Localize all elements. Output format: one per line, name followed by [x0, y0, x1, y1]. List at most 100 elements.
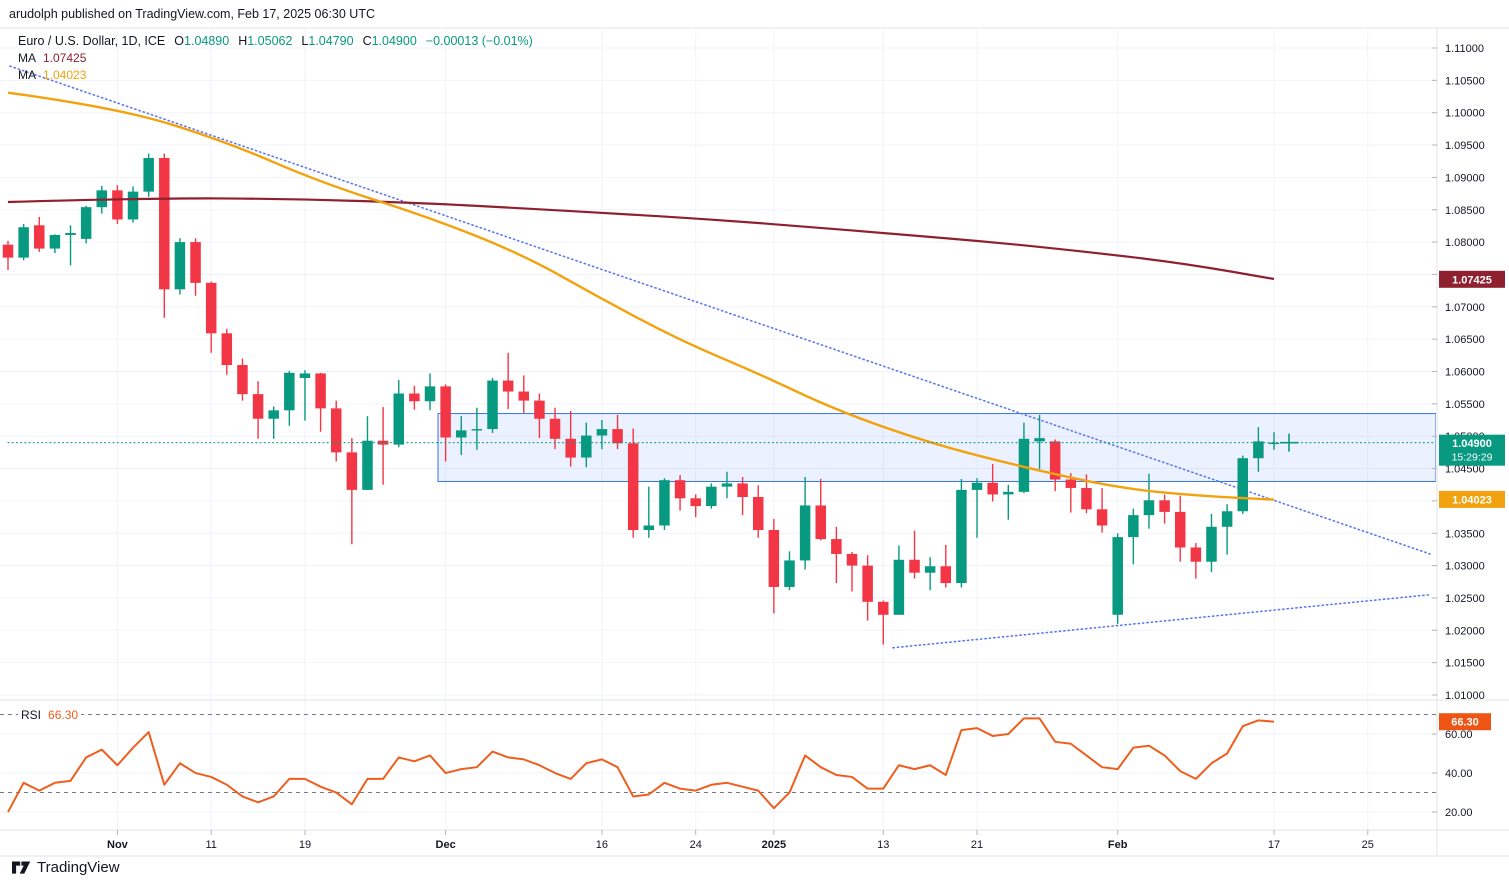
- candle[interactable]: [924, 557, 936, 591]
- candle[interactable]: [1190, 542, 1202, 579]
- candle[interactable]: [34, 216, 45, 252]
- candle[interactable]: [1206, 513, 1217, 573]
- candle[interactable]: [1174, 495, 1186, 562]
- candle[interactable]: [362, 416, 373, 490]
- candle[interactable]: [174, 238, 186, 295]
- candle[interactable]: [909, 530, 920, 579]
- candle[interactable]: [971, 478, 983, 538]
- candle[interactable]: [1159, 494, 1170, 524]
- candle[interactable]: [315, 372, 326, 432]
- candle[interactable]: [612, 414, 623, 450]
- candle[interactable]: [831, 526, 842, 584]
- candle[interactable]: [674, 475, 686, 511]
- candle[interactable]: [143, 153, 154, 197]
- candle[interactable]: [487, 377, 498, 433]
- candle[interactable]: [80, 205, 92, 244]
- candle[interactable]: [393, 379, 404, 448]
- candle[interactable]: [1003, 484, 1014, 520]
- candle[interactable]: [49, 234, 61, 254]
- main-pane[interactable]: [2, 65, 1436, 649]
- candle[interactable]: [721, 471, 733, 499]
- price-axis[interactable]: 1.11000 1.10500 1.10000 1.09500 1.09000 1.085…: [1432, 43, 1505, 819]
- candle[interactable]: [237, 358, 248, 401]
- price-axis-label: 1.07000: [1445, 302, 1485, 314]
- candle[interactable]: [815, 478, 826, 541]
- time-axis-label: Feb: [1108, 839, 1128, 851]
- candle[interactable]: [1049, 439, 1061, 492]
- candle[interactable]: [409, 385, 420, 410]
- candle[interactable]: [284, 370, 295, 426]
- ma-slow-legend-row[interactable]: MA 1.07425: [18, 50, 533, 67]
- candle[interactable]: [205, 281, 217, 353]
- candle[interactable]: [627, 428, 639, 538]
- candle[interactable]: [1268, 432, 1280, 450]
- ma-fast-legend-row[interactable]: MA 1.04023: [18, 67, 533, 84]
- candle[interactable]: [737, 476, 748, 516]
- support-resistance-zone[interactable]: [437, 413, 1436, 482]
- candle[interactable]: [643, 486, 655, 538]
- candle[interactable]: [65, 225, 76, 266]
- candle-body: [143, 157, 154, 192]
- candle[interactable]: [18, 223, 29, 261]
- candle[interactable]: [456, 416, 467, 455]
- candle[interactable]: [581, 422, 592, 468]
- candle[interactable]: [1096, 487, 1108, 533]
- candle[interactable]: [268, 406, 279, 439]
- candle[interactable]: [330, 400, 342, 462]
- candle[interactable]: [799, 476, 811, 570]
- candle[interactable]: [159, 153, 170, 318]
- candle[interactable]: [878, 600, 889, 645]
- candle[interactable]: [1221, 504, 1233, 555]
- candle[interactable]: [471, 407, 483, 450]
- candle[interactable]: [706, 483, 717, 509]
- candle[interactable]: [862, 555, 873, 621]
- candle[interactable]: [1253, 427, 1264, 472]
- candle[interactable]: [565, 410, 576, 467]
- ma-fast-line[interactable]: [7, 91, 1275, 501]
- candle[interactable]: [1034, 414, 1045, 470]
- candle[interactable]: [424, 373, 436, 411]
- candle[interactable]: [252, 381, 264, 439]
- tradingview-brand[interactable]: TradingView: [12, 859, 120, 876]
- rsi-legend[interactable]: RSI 66.30: [18, 708, 82, 722]
- candle[interactable]: [518, 375, 530, 413]
- candle[interactable]: [221, 328, 233, 375]
- candle[interactable]: [1018, 422, 1030, 494]
- candle[interactable]: [690, 494, 701, 518]
- candle[interactable]: [1237, 455, 1248, 514]
- candle[interactable]: [502, 352, 514, 410]
- candle[interactable]: [127, 186, 139, 223]
- candle[interactable]: [1128, 508, 1139, 565]
- candle[interactable]: [1112, 533, 1123, 624]
- candle[interactable]: [752, 485, 764, 538]
- candle[interactable]: [956, 478, 967, 588]
- price-axis-label: 1.06000: [1445, 367, 1485, 379]
- candle[interactable]: [596, 420, 608, 450]
- candle[interactable]: [346, 438, 358, 545]
- candle[interactable]: [440, 384, 451, 462]
- candle[interactable]: [893, 545, 905, 615]
- candle[interactable]: [190, 238, 201, 296]
- candle[interactable]: [1143, 473, 1155, 529]
- descending-resistance-trendline[interactable]: [9, 65, 1431, 555]
- ascending-support-trendline[interactable]: [892, 593, 1431, 649]
- candle-body: [299, 373, 311, 378]
- candle[interactable]: [784, 551, 795, 591]
- symbol-legend-row[interactable]: Euro / U.S. Dollar, 1D, ICE O1.04890 H1.05…: [18, 33, 533, 50]
- candle[interactable]: [846, 552, 858, 592]
- candle[interactable]: [940, 544, 952, 588]
- rsi-line[interactable]: [7, 717, 1275, 813]
- candle[interactable]: [299, 370, 311, 421]
- candle[interactable]: [1065, 473, 1077, 513]
- candle[interactable]: [377, 407, 389, 485]
- candle[interactable]: [534, 393, 545, 439]
- candle[interactable]: [987, 464, 998, 502]
- candle[interactable]: [768, 519, 780, 614]
- candle[interactable]: [659, 478, 670, 531]
- time-axis[interactable]: Nov 11 19 Dec 16 24 2025 13 21 Feb 17 25: [107, 830, 1374, 851]
- rsi-pane[interactable]: [0, 713, 1436, 813]
- ma-slow-line[interactable]: [7, 197, 1275, 281]
- candle[interactable]: [112, 185, 123, 224]
- candle[interactable]: [2, 240, 14, 270]
